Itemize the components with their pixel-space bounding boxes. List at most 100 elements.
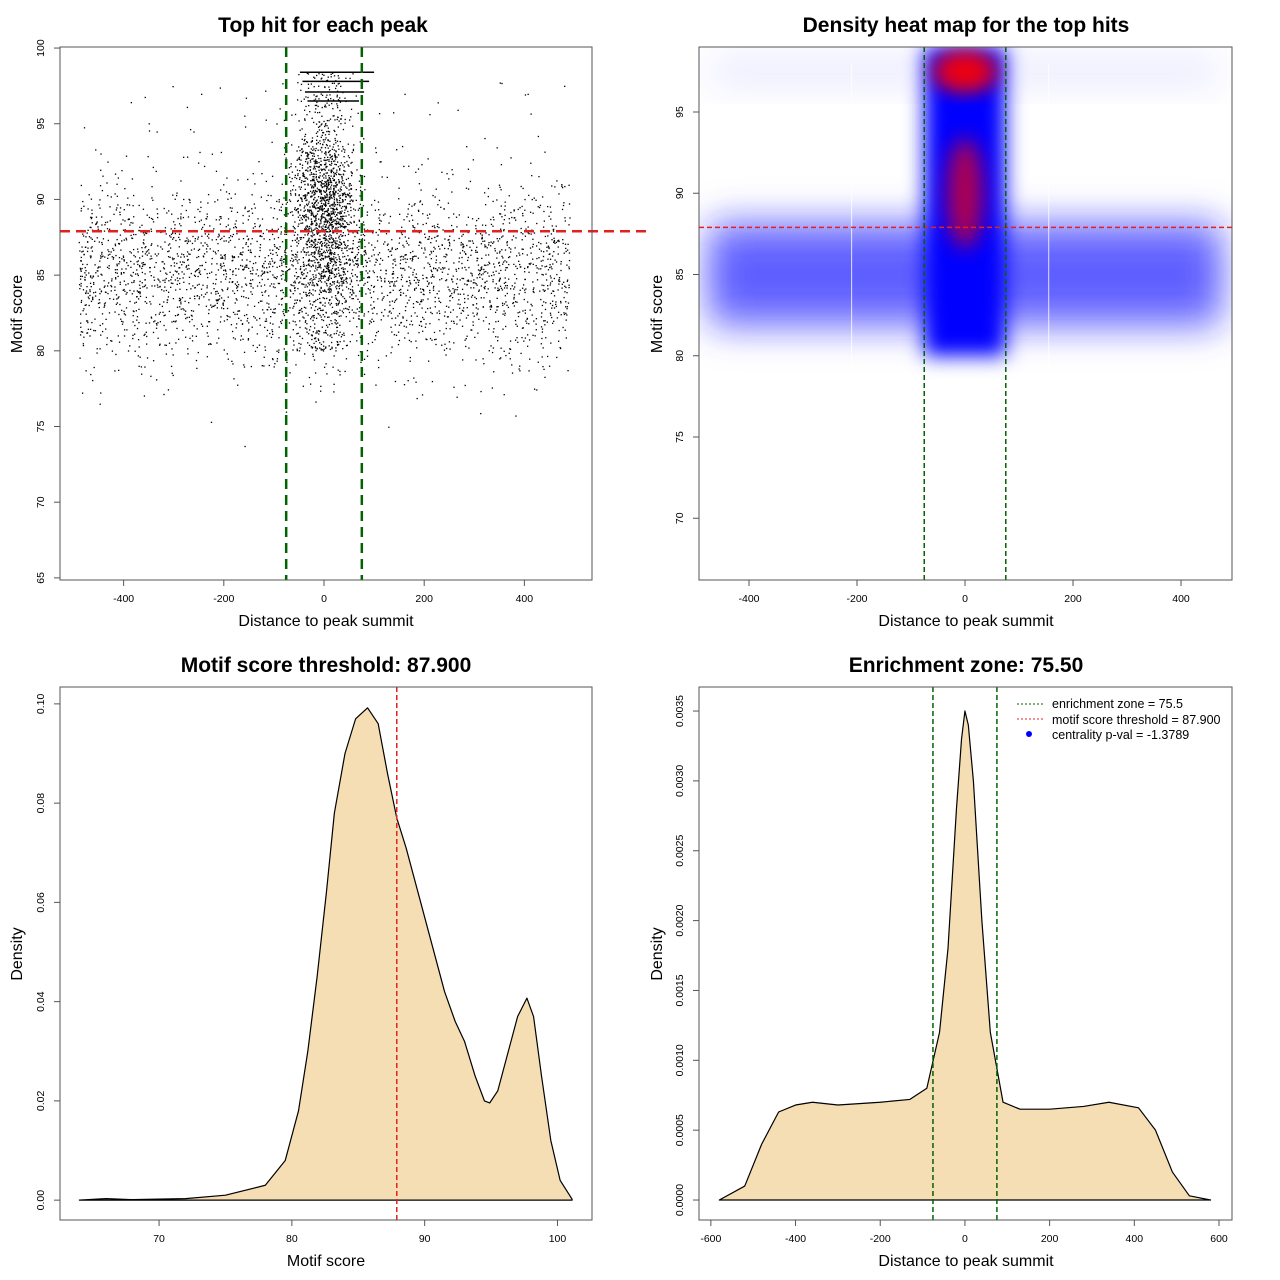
scatter-point <box>304 234 306 236</box>
scatter-point <box>307 83 310 85</box>
scatter-point <box>196 256 198 259</box>
scatter-point <box>107 249 109 251</box>
scatter-point <box>450 320 453 322</box>
scatter-point <box>97 267 99 269</box>
scatter-point <box>118 296 120 298</box>
scatter-point <box>388 282 391 284</box>
scatter-point <box>258 255 261 258</box>
scatter-point <box>309 303 312 305</box>
scatter-point <box>80 282 82 285</box>
scatter-point <box>349 263 351 265</box>
scatter-point <box>504 277 506 279</box>
scatter-point <box>444 311 446 313</box>
scatter-point <box>288 322 291 324</box>
scatter-point <box>478 290 480 292</box>
scatter-point <box>449 295 451 298</box>
scatter-point <box>312 173 315 175</box>
scatter-point <box>562 238 564 241</box>
scatter-point <box>303 109 306 111</box>
scatter-point <box>465 345 467 348</box>
scatter-point <box>284 250 286 252</box>
scatter-point <box>217 242 219 245</box>
scatter-point <box>333 274 336 276</box>
scatter-point <box>217 236 219 238</box>
scatter-point <box>342 145 344 148</box>
scatter-point <box>496 306 498 308</box>
scatter-point <box>353 257 356 259</box>
scatter-point <box>224 269 227 271</box>
scatter-point <box>152 331 155 334</box>
scatter-point <box>312 315 314 317</box>
chart-title: Top hit for each peak <box>218 14 428 37</box>
scatter-point <box>102 255 104 257</box>
scatter-point <box>119 234 122 236</box>
scatter-point <box>318 98 320 100</box>
y-tick-label: 85 <box>35 269 47 281</box>
scatter-point <box>406 242 408 244</box>
scatter-point <box>323 191 326 193</box>
scatter-point <box>503 303 506 305</box>
scatter-point <box>186 156 189 158</box>
scatter-point <box>543 290 546 292</box>
scatter-point <box>146 357 149 359</box>
scatter-point <box>145 251 148 253</box>
scatter-point <box>379 263 381 265</box>
scatter-point <box>349 200 351 202</box>
scatter-point <box>266 302 268 304</box>
scatter-point <box>536 389 538 391</box>
scatter-point <box>222 302 224 304</box>
scatter-point <box>314 98 317 100</box>
scatter-point <box>111 256 113 258</box>
scatter-point <box>448 245 451 247</box>
scatter-point <box>412 256 415 258</box>
scatter-point <box>109 298 111 300</box>
scatter-point <box>262 272 264 274</box>
scatter-point <box>294 207 296 209</box>
scatter-point <box>239 264 242 267</box>
scatter-point <box>329 234 331 236</box>
scatter-point <box>352 261 354 263</box>
scatter-point <box>413 289 416 291</box>
scatter-point <box>415 282 417 284</box>
scatter-point <box>199 265 201 267</box>
scatter-point <box>446 316 449 318</box>
scatter-point <box>552 229 554 231</box>
x-axis: 70 80 90 100 <box>153 1219 566 1245</box>
scatter-point <box>392 263 394 265</box>
scatter-point <box>322 208 324 211</box>
scatter-point <box>333 263 335 266</box>
scatter-point <box>516 301 518 303</box>
scatter-point <box>335 288 338 290</box>
scatter-point <box>326 180 329 182</box>
scatter-point <box>339 370 341 373</box>
scatter-point <box>349 196 351 199</box>
scatter-point <box>220 189 222 191</box>
scatter-point <box>91 212 93 215</box>
scatter-point <box>320 193 323 195</box>
scatter-point <box>244 266 246 268</box>
scatter-point <box>275 277 278 280</box>
scatter-point <box>338 302 340 304</box>
scatter-point <box>353 144 355 146</box>
scatter-point <box>134 302 136 304</box>
scatter-point <box>310 83 313 85</box>
scatter-point <box>275 247 278 249</box>
scatter-point <box>325 238 327 240</box>
scatter-point <box>301 222 304 224</box>
scatter-point <box>306 286 308 288</box>
scatter-point <box>223 265 225 267</box>
scatter-point <box>309 190 312 192</box>
scatter-point <box>330 272 333 275</box>
scatter-point <box>401 255 403 258</box>
scatter-point <box>376 259 378 261</box>
scatter-point <box>296 245 298 247</box>
scatter-point <box>467 298 469 300</box>
scatter-point <box>303 180 305 183</box>
scatter-point <box>529 358 531 360</box>
scatter-point <box>540 326 543 328</box>
scatter-point <box>467 168 470 170</box>
scatter-point <box>419 200 422 202</box>
scatter-point <box>555 305 558 308</box>
scatter-point <box>221 256 224 258</box>
scatter-point <box>332 243 334 246</box>
